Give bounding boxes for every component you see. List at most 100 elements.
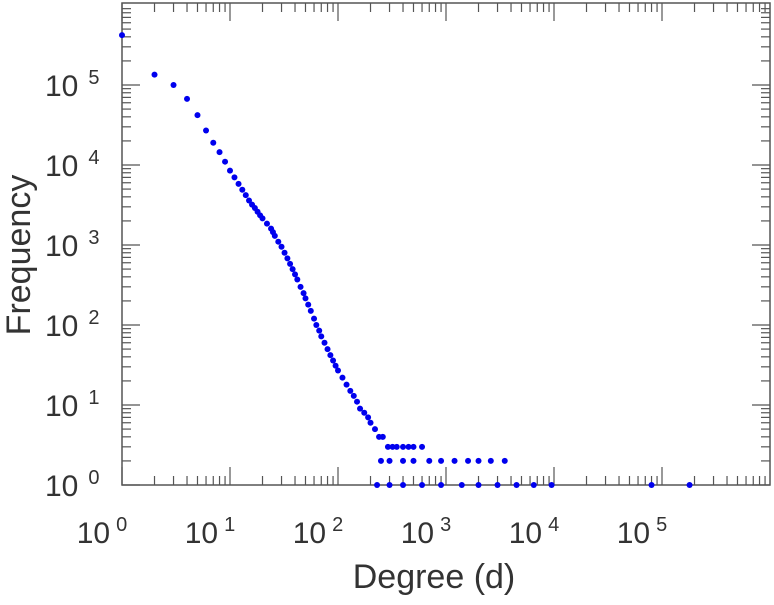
x-tick-label: 10 1	[185, 514, 236, 550]
data-point	[374, 482, 381, 488]
data-point	[339, 374, 346, 381]
data-point	[305, 301, 312, 308]
data-point	[365, 414, 372, 421]
y-tick-label: 10 4	[45, 147, 100, 183]
y-axis-title: Frequency	[0, 175, 38, 336]
x-tick-label: 10 2	[293, 514, 344, 550]
data-point	[227, 167, 233, 174]
data-point	[210, 139, 217, 146]
data-point	[357, 405, 364, 412]
y-tick-label: 10 0	[45, 467, 100, 503]
data-point	[324, 346, 331, 353]
data-point	[275, 238, 282, 245]
data-point	[371, 426, 378, 433]
major-ticks	[121, 3, 770, 486]
data-point	[487, 457, 494, 464]
data-point	[292, 271, 299, 278]
y-tick-label: 10 1	[45, 387, 100, 423]
data-point	[297, 283, 304, 290]
data-point	[307, 307, 314, 314]
data-point	[284, 255, 291, 262]
data-point	[410, 457, 417, 464]
data-point	[332, 362, 339, 369]
data-point	[458, 482, 465, 488]
data-point	[386, 457, 393, 464]
data-point	[235, 180, 242, 187]
data-point	[379, 433, 386, 440]
data-point	[203, 127, 210, 134]
data-point	[259, 215, 266, 222]
data-point	[271, 232, 278, 239]
data-point	[316, 327, 323, 334]
data-point	[400, 482, 407, 488]
plot-frame	[121, 2, 771, 486]
x-tick-label: 10 4	[509, 514, 560, 550]
data-point	[281, 249, 288, 256]
data-point	[313, 322, 320, 328]
data-point	[400, 457, 407, 464]
data-point	[170, 82, 177, 88]
data-point	[648, 482, 655, 488]
x-tick-label: 10 3	[401, 514, 452, 550]
data-point	[335, 367, 341, 374]
data-point	[513, 482, 520, 488]
data-point	[246, 197, 253, 204]
data-point	[438, 457, 445, 464]
minor-ticks	[122, 3, 770, 485]
data-point	[438, 482, 445, 488]
data-point	[347, 387, 354, 394]
data-point	[311, 315, 318, 322]
data-point	[343, 381, 350, 388]
data-point	[419, 482, 426, 488]
data-point	[426, 457, 433, 464]
data-point	[194, 112, 201, 119]
data-point	[294, 276, 301, 283]
x-axis-title: Degree (d)	[353, 558, 516, 596]
data-point	[367, 419, 374, 426]
data-point	[400, 443, 407, 450]
y-tick-label: 10 2	[45, 307, 100, 343]
data-point	[389, 443, 396, 450]
data-point	[494, 482, 501, 488]
data-point	[350, 392, 357, 399]
data-point	[386, 482, 393, 488]
data-point	[465, 457, 472, 464]
data-point	[119, 32, 125, 39]
data-point	[239, 186, 246, 193]
data-point	[151, 71, 158, 78]
data-point	[321, 339, 328, 346]
data-point	[475, 482, 482, 488]
data-point	[216, 149, 223, 156]
data-point	[318, 333, 325, 340]
x-tick-labels: 10 0 10 1 10 2 10 3 10 4 10 5	[77, 514, 668, 550]
data-point	[410, 443, 417, 450]
data-points	[119, 32, 693, 488]
data-point	[419, 443, 426, 450]
data-point	[501, 457, 508, 464]
y-tick-label: 10 5	[45, 67, 100, 103]
data-point	[231, 174, 238, 181]
data-point	[289, 266, 296, 273]
data-point	[451, 457, 458, 464]
data-point	[302, 295, 309, 302]
data-point	[686, 482, 693, 488]
y-tick-label: 10 3	[45, 227, 100, 263]
data-point	[242, 192, 249, 199]
data-point	[300, 290, 307, 297]
data-point	[278, 243, 285, 250]
data-point	[287, 260, 294, 267]
data-point	[184, 95, 191, 102]
data-point	[377, 457, 384, 464]
data-point	[548, 482, 555, 488]
x-tick-label: 10 5	[617, 514, 668, 550]
data-point	[393, 443, 400, 450]
data-point	[384, 443, 391, 450]
x-tick-label: 10 0	[77, 514, 128, 550]
data-point	[222, 158, 229, 165]
data-point	[475, 457, 482, 464]
data-point	[405, 443, 412, 450]
data-point	[327, 352, 334, 359]
data-point	[330, 357, 337, 364]
